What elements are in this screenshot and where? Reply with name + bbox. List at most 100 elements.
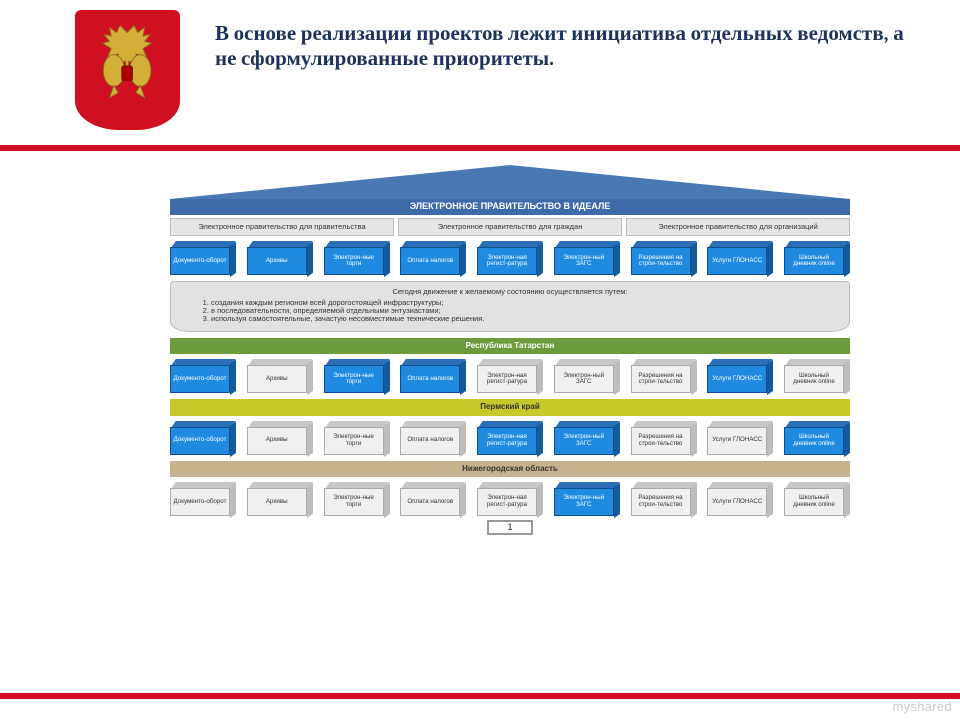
service-cube-label: Оплата налогов	[400, 365, 460, 393]
cube-row-region: Документо-оборот Архивы Электрон-ные торги…	[170, 421, 850, 455]
divider-top	[0, 145, 960, 151]
service-cube-label: Электрон-ный ЗАГС	[554, 488, 614, 516]
service-cube-label: Электрон-ные торги	[324, 488, 384, 516]
service-cube-label: Разрешения на строи-тельство	[631, 488, 691, 516]
service-cube-label: Электрон-ные торги	[324, 365, 384, 393]
service-cube: Архивы	[247, 359, 313, 393]
platform: Сегодня движение к желаемому состоянию о…	[170, 281, 850, 332]
service-cube: Разрешения на строи-тельство	[631, 359, 697, 393]
service-cube-label: Архивы	[247, 365, 307, 393]
service-cube-label: Разрешения на строи-тельство	[631, 247, 691, 275]
cube-row-ideal: Документо-оборот Архивы Электрон-ные торги…	[170, 241, 850, 275]
service-cube: Документо-оборот	[170, 359, 236, 393]
service-cube: Оплата налогов	[400, 421, 466, 455]
service-cube-label: Электрон-ный ЗАГС	[554, 365, 614, 393]
service-cube-label: Разрешения на строи-тельство	[631, 365, 691, 393]
slide: В основе реализации проектов лежит иници…	[0, 0, 960, 720]
service-cube-label: Разрешения на строи-тельство	[631, 427, 691, 455]
service-cube-label: Услуги ГЛОНАСС	[707, 365, 767, 393]
service-cube-label: Услуги ГЛОНАСС	[707, 247, 767, 275]
service-cube: Электрон-ный ЗАГС	[554, 421, 620, 455]
service-cube: Услуги ГЛОНАСС	[707, 359, 773, 393]
emblem-shield	[75, 10, 180, 130]
cube-row-region: Документо-оборот Архивы Электрон-ные торги…	[170, 482, 850, 516]
service-cube-label: Документо-оборот	[170, 365, 230, 393]
service-cube: Разрешения на строи-тельство	[631, 241, 697, 275]
service-cube-label: Документо-оборот	[170, 427, 230, 455]
service-cube: Школьный дневник online	[784, 241, 850, 275]
service-cube-label: Электрон-ный ЗАГС	[554, 247, 614, 275]
section-citizen: Электронное правительство для граждан	[398, 218, 622, 236]
service-cube-label: Документо-оборот	[170, 247, 230, 275]
roof-triangle	[170, 165, 850, 199]
service-cube: Электрон-ный ЗАГС	[554, 359, 620, 393]
service-cube-label: Школьный дневник online	[784, 488, 844, 516]
coat-of-arms-icon	[83, 22, 171, 110]
service-cube: Архивы	[247, 241, 313, 275]
region-bar: Пермский край	[170, 399, 850, 415]
service-cube-label: Оплата налогов	[400, 488, 460, 516]
page-title: В основе реализации проектов лежит иници…	[215, 22, 905, 72]
section-gov: Электронное правительство для правительс…	[170, 218, 394, 236]
service-cube: Электрон-ные торги	[324, 421, 390, 455]
emblem	[75, 10, 180, 130]
page-number: 1	[487, 520, 533, 535]
service-cube: Школьный дневник online	[784, 421, 850, 455]
service-cube: Разрешения на строи-тельство	[631, 421, 697, 455]
service-cube-label: Электрон-ная регист-ратура	[477, 488, 537, 516]
section-row: Электронное правительство для правительс…	[170, 218, 850, 236]
service-cube: Электрон-ный ЗАГС	[554, 482, 620, 516]
service-cube: Разрешения на строи-тельство	[631, 482, 697, 516]
service-cube-label: Электрон-ная регист-ратура	[477, 247, 537, 275]
service-cube: Электрон-ная регист-ратура	[477, 482, 543, 516]
diagram: ЭЛЕКТРОННОЕ ПРАВИТЕЛЬСТВО В ИДЕАЛЕ Элект…	[170, 165, 850, 685]
service-cube-label: Услуги ГЛОНАСС	[707, 427, 767, 455]
service-cube-label: Электрон-ная регист-ратура	[477, 365, 537, 393]
service-cube-label: Оплата налогов	[400, 247, 460, 275]
service-cube: Электрон-ные торги	[324, 359, 390, 393]
service-cube: Оплата налогов	[400, 359, 466, 393]
service-cube: Услуги ГЛОНАСС	[707, 421, 773, 455]
service-cube: Оплата налогов	[400, 482, 466, 516]
service-cube-label: Школьный дневник online	[784, 427, 844, 455]
service-cube-label: Документо-оборот	[170, 488, 230, 516]
service-cube: Документо-оборот	[170, 241, 236, 275]
section-org: Электронное правительство для организаци…	[626, 218, 850, 236]
platform-lead: Сегодня движение к желаемому состоянию о…	[193, 288, 827, 296]
service-cube: Документо-оборот	[170, 482, 236, 516]
service-cube-label: Электрон-ные торги	[324, 427, 384, 455]
service-cube: Электрон-ная регист-ратура	[477, 241, 543, 275]
platform-list: создания каждым регионом всей дорогостоя…	[211, 299, 827, 323]
service-cube-label: Архивы	[247, 247, 307, 275]
service-cube-label: Электрон-ная регист-ратура	[477, 427, 537, 455]
service-cube: Услуги ГЛОНАСС	[707, 482, 773, 516]
watermark: myshared	[893, 699, 952, 714]
platform-item: используя самостоятельные, зачастую несо…	[211, 315, 827, 323]
service-cube: Электрон-ные торги	[324, 241, 390, 275]
service-cube: Услуги ГЛОНАСС	[707, 241, 773, 275]
service-cube: Оплата налогов	[400, 241, 466, 275]
service-cube: Электрон-ный ЗАГС	[554, 241, 620, 275]
divider-bottom	[0, 693, 960, 699]
service-cube-label: Услуги ГЛОНАСС	[707, 488, 767, 516]
regions: Республика Татарстан Документо-оборот Архи…	[170, 338, 850, 516]
service-cube: Школьный дневник online	[784, 482, 850, 516]
service-cube-label: Школьный дневник online	[784, 365, 844, 393]
service-cube: Электрон-ная регист-ратура	[477, 421, 543, 455]
service-cube-label: Архивы	[247, 427, 307, 455]
service-cube-label: Архивы	[247, 488, 307, 516]
service-cube: Школьный дневник online	[784, 359, 850, 393]
service-cube: Документо-оборот	[170, 421, 236, 455]
region-bar: Нижегородская область	[170, 461, 850, 477]
service-cube-label: Школьный дневник online	[784, 247, 844, 275]
cube-row-region: Документо-оборот Архивы Электрон-ные торги…	[170, 359, 850, 393]
region-bar: Республика Татарстан	[170, 338, 850, 354]
service-cube: Электрон-ные торги	[324, 482, 390, 516]
service-cube: Архивы	[247, 482, 313, 516]
service-cube-label: Электрон-ные торги	[324, 247, 384, 275]
service-cube: Электрон-ная регист-ратура	[477, 359, 543, 393]
roof-label: ЭЛЕКТРОННОЕ ПРАВИТЕЛЬСТВО В ИДЕАЛЕ	[170, 199, 850, 215]
service-cube-label: Оплата налогов	[400, 427, 460, 455]
service-cube: Архивы	[247, 421, 313, 455]
service-cube-label: Электрон-ный ЗАГС	[554, 427, 614, 455]
